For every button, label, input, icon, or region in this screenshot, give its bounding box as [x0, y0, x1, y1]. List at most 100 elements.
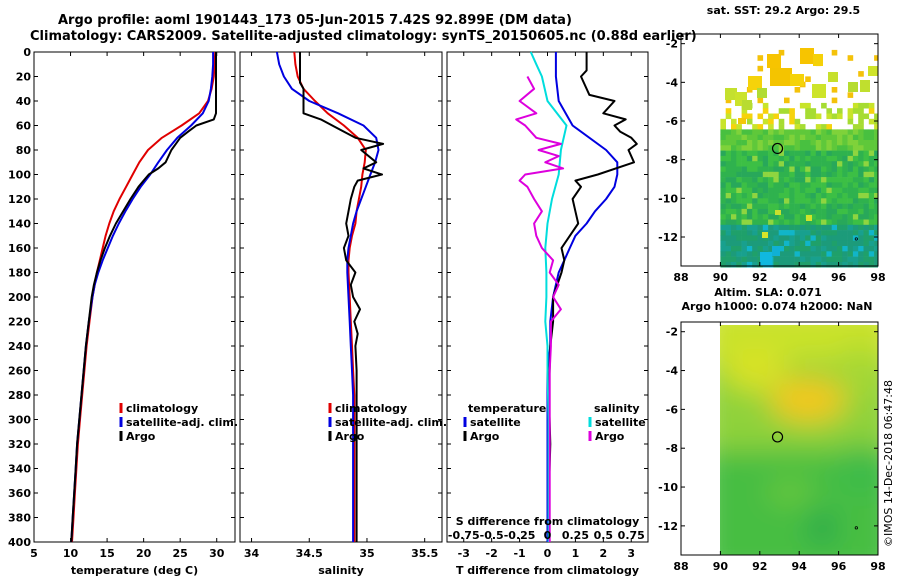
sst-cell — [746, 140, 753, 146]
y-tick-label: -2 — [666, 326, 678, 339]
sst-cell — [757, 55, 764, 61]
x-tick-label: 88 — [673, 560, 688, 573]
sst-cell — [863, 230, 870, 236]
sst-cell — [768, 140, 774, 146]
sst-cell — [725, 177, 732, 183]
sst-cell — [821, 102, 827, 109]
sla-low — [834, 444, 878, 496]
sst-cell — [805, 113, 811, 120]
sst-cell — [768, 214, 774, 220]
sst-cell — [757, 219, 764, 226]
sst-cell — [784, 134, 790, 141]
y-tick-label: 260 — [8, 365, 31, 378]
sst-cell — [821, 240, 827, 247]
sst-cell — [725, 113, 732, 120]
y-tick-label: 180 — [8, 267, 31, 280]
sst-cell — [831, 193, 838, 199]
sst-cell — [794, 256, 801, 263]
sst-cell — [852, 177, 859, 183]
sst-cell — [789, 235, 795, 241]
sst-cell — [842, 134, 848, 141]
sst-cell — [768, 145, 774, 151]
sst-cell — [842, 171, 848, 178]
sst-cell — [794, 140, 801, 146]
sst-cell — [858, 150, 864, 157]
sst-cell — [736, 251, 742, 257]
credit: ©IMOS 14-Dec-2018 06:47:48 — [882, 380, 895, 547]
sst-cell — [837, 182, 843, 188]
sst-cell — [784, 161, 790, 167]
legend-label: satellite — [595, 416, 646, 429]
sst-cell — [821, 140, 827, 146]
series-line-argo — [299, 52, 385, 542]
sst-cell — [874, 140, 878, 146]
sst-cell — [794, 230, 801, 236]
sst-cell — [789, 256, 795, 263]
sst-cell — [741, 113, 748, 120]
sst-cell — [858, 261, 864, 268]
sst-cell — [868, 134, 875, 141]
x-tick-label: 5 — [30, 547, 38, 560]
sst-cell — [768, 219, 774, 226]
sst-cell — [794, 177, 801, 183]
sst-cell — [746, 113, 753, 120]
y-tick-label: 220 — [8, 316, 31, 329]
sst-cell — [736, 203, 742, 210]
sst-cell — [815, 177, 822, 183]
sst-cell — [789, 113, 795, 120]
sst-cell — [821, 230, 827, 236]
legend-title-temperature: temperature — [468, 402, 546, 415]
sst-cell — [736, 230, 742, 236]
sst-cell — [842, 246, 848, 252]
legend-label: climatology — [335, 402, 407, 415]
sst-cell — [731, 198, 737, 204]
sst-cell — [784, 214, 790, 220]
sst-cell — [815, 256, 822, 263]
sst-cell — [837, 214, 843, 220]
sst-cell — [874, 55, 878, 61]
map-frame — [680, 33, 879, 267]
sst-cell — [741, 224, 748, 231]
sst-cell — [831, 140, 838, 146]
sst-cell — [731, 256, 737, 263]
sst-cell — [784, 208, 790, 215]
sst-cell — [736, 208, 742, 215]
y-tick-label: 280 — [8, 389, 31, 402]
sst-cell — [805, 145, 811, 151]
sst-cell — [752, 235, 758, 241]
sst-cell — [869, 34, 875, 40]
sst-cell — [741, 251, 748, 257]
x-tick-label: 96 — [831, 560, 847, 573]
sst-cell — [736, 198, 742, 204]
sla-high — [770, 378, 846, 422]
sst-cell — [826, 214, 832, 220]
sst-cell — [805, 208, 811, 215]
sst-cell — [837, 108, 843, 114]
sst-cell — [741, 246, 748, 252]
sst-cell — [847, 235, 854, 241]
sst-cell — [784, 235, 790, 241]
sst-cell — [858, 187, 864, 194]
sst-cell — [773, 171, 779, 178]
sst-cell — [731, 145, 737, 151]
sst-cell — [799, 145, 806, 151]
sst-cell — [810, 171, 817, 178]
sst-cell — [784, 251, 790, 257]
sst-cell — [752, 140, 758, 146]
legend-label: climatology — [126, 402, 198, 415]
sst-cell — [746, 214, 753, 220]
sst-cell — [874, 230, 878, 236]
sst-cell — [863, 256, 870, 263]
sst-cell — [789, 246, 795, 252]
sst-cell — [847, 193, 854, 199]
sst-cell — [826, 203, 832, 210]
sst-cell — [805, 198, 811, 204]
sst-cell — [731, 224, 737, 231]
sst-cell — [736, 256, 742, 263]
sst-cell — [858, 161, 864, 167]
sst-cell — [773, 155, 779, 162]
sst-cell — [773, 230, 779, 236]
sst-cell — [720, 145, 726, 151]
sst-cell — [741, 108, 748, 114]
sst-cell — [741, 166, 748, 173]
